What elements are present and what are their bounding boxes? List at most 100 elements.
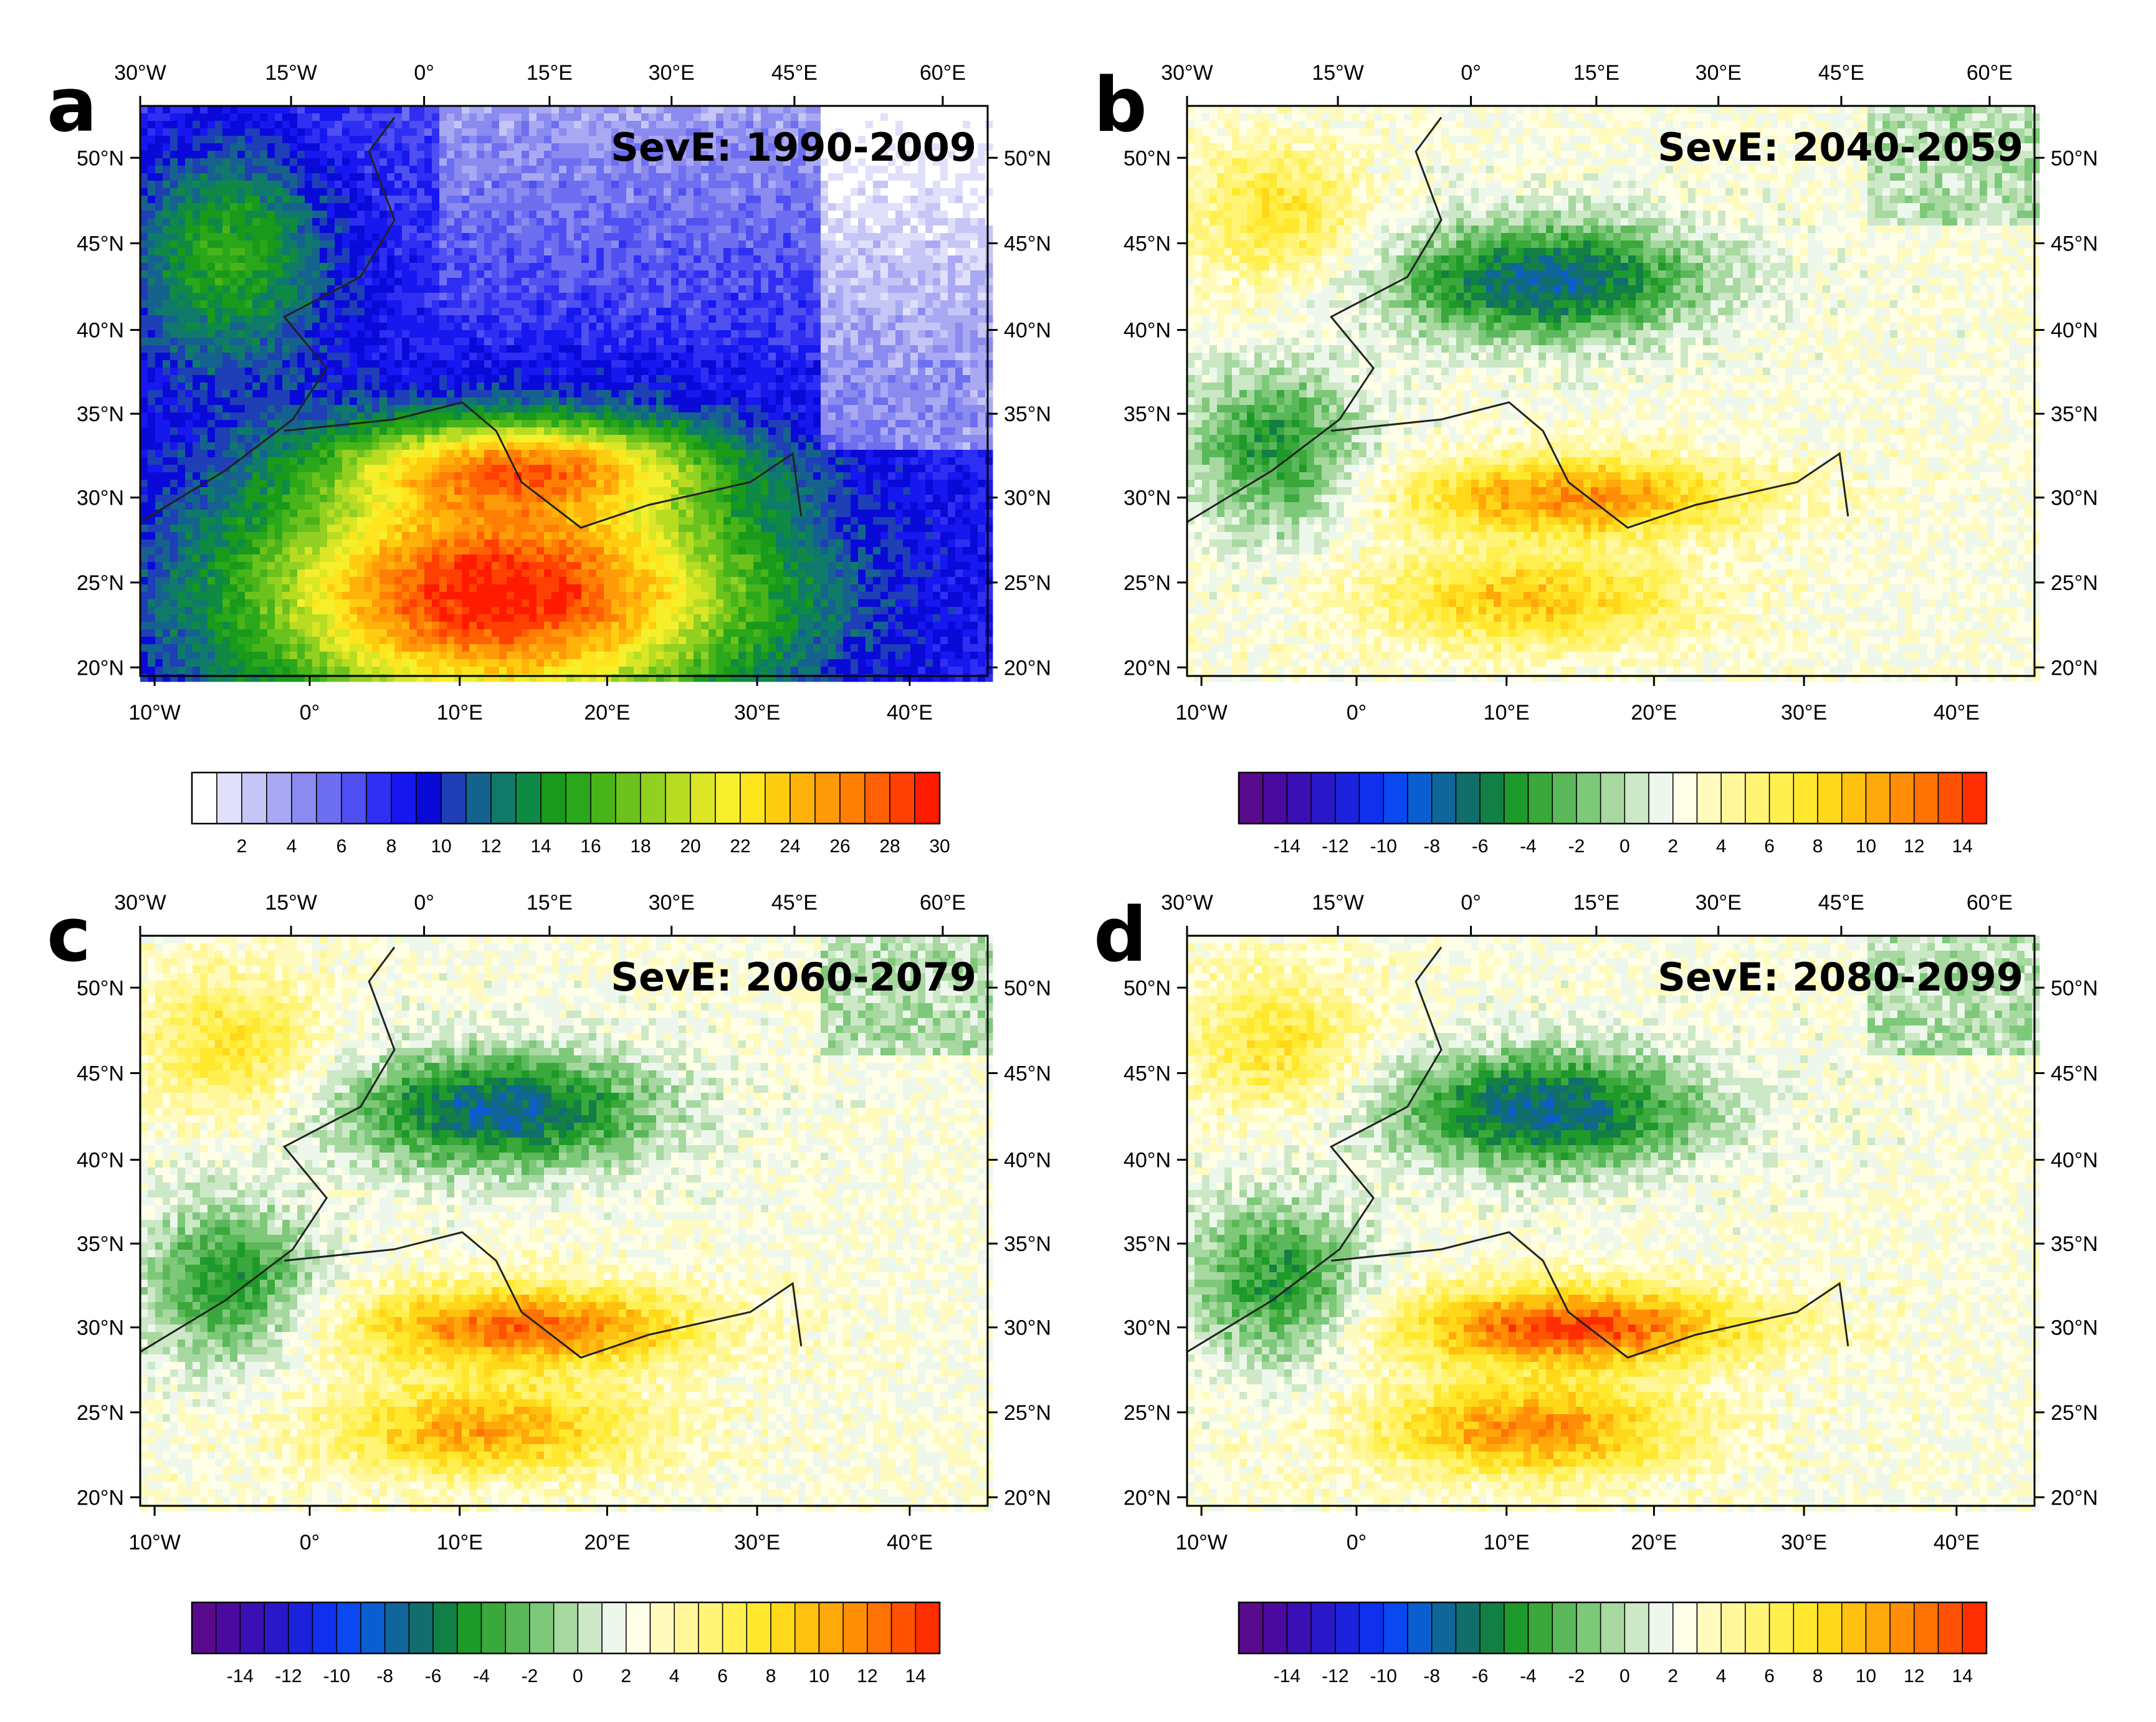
colorbar-label: -10 xyxy=(323,1666,350,1686)
colorbar-swatch xyxy=(890,773,915,824)
lat-label-right: 25°N xyxy=(1004,1401,1051,1425)
colorbar-swatch xyxy=(746,1602,771,1653)
colorbar-swatch xyxy=(1601,1602,1625,1653)
top-lon-label: 30°W xyxy=(114,891,166,915)
colorbar-label: 0 xyxy=(1619,1666,1630,1686)
colorbar-swatch xyxy=(1914,773,1939,824)
map-raster xyxy=(1187,936,2040,1512)
colorbar-label: 26 xyxy=(829,836,850,857)
colorbar-swatch xyxy=(1480,1602,1504,1653)
colorbar-swatch xyxy=(1842,773,1866,824)
colorbar-label: 30 xyxy=(929,836,950,857)
bottom-lon-label: 20°E xyxy=(584,701,630,725)
colorbar-swatch xyxy=(1576,773,1601,824)
colorbar-label: -14 xyxy=(1274,1666,1300,1686)
colorbar-swatch xyxy=(416,773,441,824)
lat-label-right: 40°N xyxy=(1004,1149,1051,1173)
colorbar-swatch xyxy=(1287,773,1311,824)
map-panel-b: 30°W 15°W 0° 15°E 30°E 45°E 60°E50°N 50°N45°N 45… xyxy=(1094,61,2098,857)
colorbar-label: 4 xyxy=(1716,1666,1727,1686)
colorbar-label: -14 xyxy=(1274,836,1300,857)
colorbar-label: -10 xyxy=(1370,836,1397,857)
colorbar-swatch xyxy=(391,773,416,824)
lat-label-left: 20°N xyxy=(1123,1486,1171,1510)
colorbar-swatch xyxy=(674,1602,699,1653)
colorbar-swatch xyxy=(1335,1602,1360,1653)
colorbar-swatch xyxy=(1552,773,1576,824)
top-lon-label: 0° xyxy=(1461,891,1481,915)
colorbar-swatch xyxy=(1456,1602,1480,1653)
colorbar-label: 8 xyxy=(386,836,397,857)
colorbar-label: -14 xyxy=(227,1666,254,1686)
lat-label-left: 25°N xyxy=(77,1401,124,1425)
colorbar-label: -10 xyxy=(1370,1666,1397,1686)
colorbar-label: 12 xyxy=(1904,836,1924,857)
colorbar-swatch xyxy=(313,1602,337,1653)
colorbar-swatch xyxy=(641,773,665,824)
lat-label-right: 35°N xyxy=(2051,402,2098,426)
colorbar-swatch xyxy=(1939,773,1963,824)
colorbar-swatch xyxy=(457,1602,482,1653)
colorbar-label: -8 xyxy=(376,1666,393,1686)
colorbar-label: -4 xyxy=(1520,1666,1537,1686)
colorbar-swatch xyxy=(1432,1602,1456,1653)
colorbar-swatch xyxy=(216,1602,241,1653)
colorbar-swatch xyxy=(1745,773,1770,824)
colorbar-label: 16 xyxy=(580,836,601,857)
colorbar-label: 4 xyxy=(669,1666,680,1686)
colorbar-swatch xyxy=(1576,1602,1601,1653)
colorbar-swatch xyxy=(1529,773,1553,824)
colorbar-swatch xyxy=(361,1602,385,1653)
colorbar-swatch xyxy=(192,1602,216,1653)
colorbar-swatch xyxy=(1311,773,1335,824)
bottom-lon-label: 10°E xyxy=(1484,1531,1530,1554)
colorbar-label: 2 xyxy=(237,836,247,857)
top-lon-label: 30°E xyxy=(1696,61,1742,85)
lat-label-left: 35°N xyxy=(1123,1232,1171,1256)
lat-label-left: 40°N xyxy=(77,319,124,343)
colorbar-swatch xyxy=(1842,1602,1866,1653)
top-lon-label: 15°E xyxy=(1573,61,1619,85)
colorbar-swatch xyxy=(1770,773,1794,824)
colorbar-label: 6 xyxy=(1764,1666,1775,1686)
colorbar-swatch xyxy=(1770,1602,1794,1653)
top-lon-label: 15°W xyxy=(1312,61,1364,85)
lat-label-left: 30°N xyxy=(77,1316,124,1340)
colorbar-swatch xyxy=(865,773,890,824)
colorbar-swatch xyxy=(1311,1602,1335,1653)
lat-label-left: 25°N xyxy=(1123,571,1171,595)
top-lon-label: 30°W xyxy=(114,61,166,85)
colorbar-swatch xyxy=(1818,1602,1842,1653)
colorbar-swatch xyxy=(1504,1602,1529,1653)
lat-label-left: 45°N xyxy=(77,232,124,256)
colorbar-label: 2 xyxy=(1667,836,1678,857)
bottom-lon-label: 30°E xyxy=(1781,701,1827,725)
lat-label-right: 40°N xyxy=(2051,319,2098,343)
colorbar-swatch xyxy=(1721,773,1745,824)
bottom-lon-label: 30°E xyxy=(1781,1531,1827,1554)
lat-label-left: 25°N xyxy=(1123,1401,1171,1425)
lat-label-right: 30°N xyxy=(1004,487,1051,510)
colorbar-swatch xyxy=(815,773,840,824)
bottom-lon-label: 40°E xyxy=(887,1531,933,1554)
bottom-lon-label: 10°E xyxy=(1484,701,1530,725)
panel-letter: c xyxy=(47,892,91,979)
colorbar: 2 4 6 8 10 12 14 16 18 20 22 24 26 28 30 xyxy=(192,773,950,857)
top-lon-label: 60°E xyxy=(920,891,966,915)
bottom-lon-label: 10°W xyxy=(128,1531,181,1554)
colorbar-swatch xyxy=(665,773,690,824)
top-lon-label: 30°W xyxy=(1161,891,1213,915)
map-panel-a: 30°W 15°W 0° 15°E 30°E 45°E 60°E50°N 50°N45°N 45… xyxy=(47,61,1051,857)
colorbar-label: 20 xyxy=(680,836,700,857)
colorbar-swatch xyxy=(867,1602,892,1653)
colorbar-swatch xyxy=(616,773,641,824)
colorbar-swatch xyxy=(491,773,516,824)
colorbar-swatch xyxy=(1649,1602,1673,1653)
top-lon-label: 30°E xyxy=(649,61,695,85)
lat-label-left: 45°N xyxy=(77,1062,124,1086)
colorbar-swatch xyxy=(1914,1602,1939,1653)
bottom-lon-label: 40°E xyxy=(1934,701,1980,725)
colorbar-label: 14 xyxy=(1952,836,1973,857)
colorbar-swatch xyxy=(1721,1602,1745,1653)
